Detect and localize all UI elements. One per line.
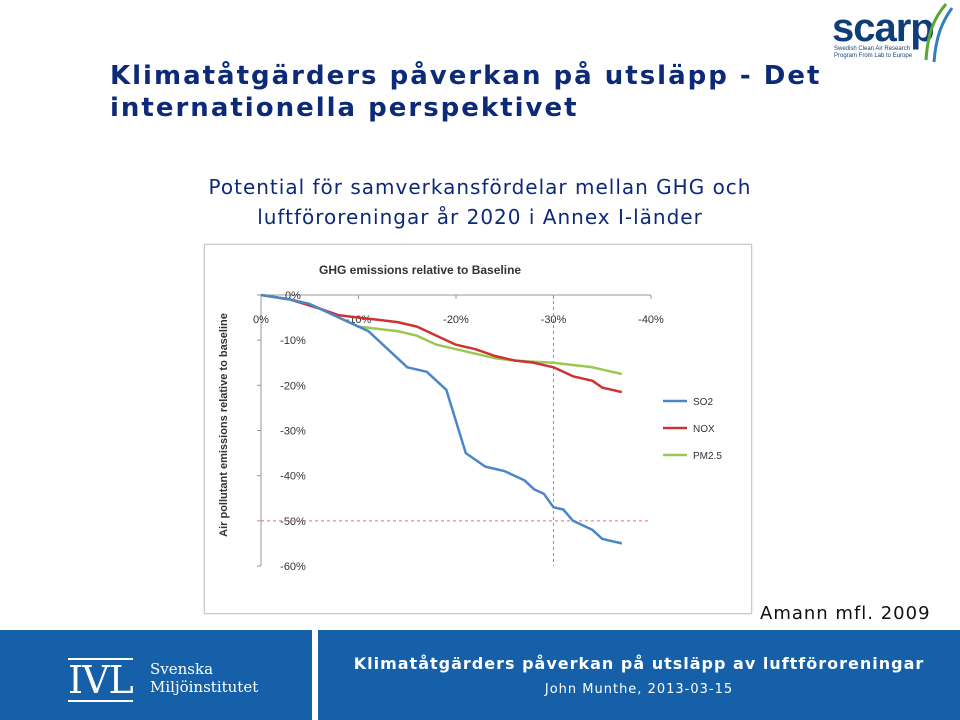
scarp-logo-wordmark: scarp — [832, 6, 935, 50]
footer-title: Klimatåtgärders påverkan på utsläpp av l… — [353, 654, 925, 673]
series-line-so2 — [260, 293, 623, 545]
ivl-logo-name: Svenska Miljöinstitutet — [150, 660, 258, 696]
x-tick-label: 0% — [253, 314, 269, 326]
footer-logo-panel: IVL Svenska Miljöinstitutet — [0, 630, 312, 720]
legend-label: PM2.5 — [693, 451, 722, 462]
chart-frame: GHG emissions relative to Baseline Air p… — [204, 244, 752, 614]
emissions-chart: GHG emissions relative to Baseline Air p… — [218, 263, 722, 573]
swoosh-icon — [924, 3, 954, 63]
y-tick-label: -50% — [280, 516, 306, 528]
ivl-logo-name-line: Miljöinstitutet — [150, 678, 259, 696]
y-axis-label: Air pollutant emissions relative to base… — [218, 313, 230, 537]
y-tick-label: -40% — [280, 471, 306, 483]
footer-bar: Klimatåtgärders påverkan på utsläpp av l… — [318, 630, 960, 720]
scarp-logo: scarp Swedish Clean Air Research Program… — [832, 2, 956, 66]
legend-label: NOX — [693, 424, 715, 435]
citation: Amann mfl. 2009 — [760, 603, 931, 624]
footer-author: John Munthe, 2013-03-15 — [544, 682, 734, 697]
ivl-logo-name-line: Svenska — [150, 660, 214, 678]
slide-subtitle: Potential för samverkansfördelar mellan … — [208, 175, 752, 229]
y-tick-label: -30% — [280, 426, 306, 438]
series-line-nox — [260, 293, 623, 394]
ivl-logo: IVL Svenska Miljöinstitutet — [68, 658, 268, 702]
y-tick-label: -10% — [280, 335, 306, 347]
y-tick-label: -60% — [280, 561, 306, 573]
ivl-logo-letters: IVL — [68, 658, 134, 702]
scarp-logo-tagline: Swedish Clean Air Research Program From … — [834, 46, 913, 59]
x-tick-label: -40% — [638, 314, 664, 326]
chart-title: GHG emissions relative to Baseline — [319, 263, 521, 277]
y-tick-label: -20% — [280, 380, 306, 392]
x-tick-label: -20% — [443, 314, 469, 326]
slide-title: Klimatåtgärders påverkan på utsläpp - De… — [110, 61, 822, 123]
legend-label: SO2 — [693, 397, 713, 408]
